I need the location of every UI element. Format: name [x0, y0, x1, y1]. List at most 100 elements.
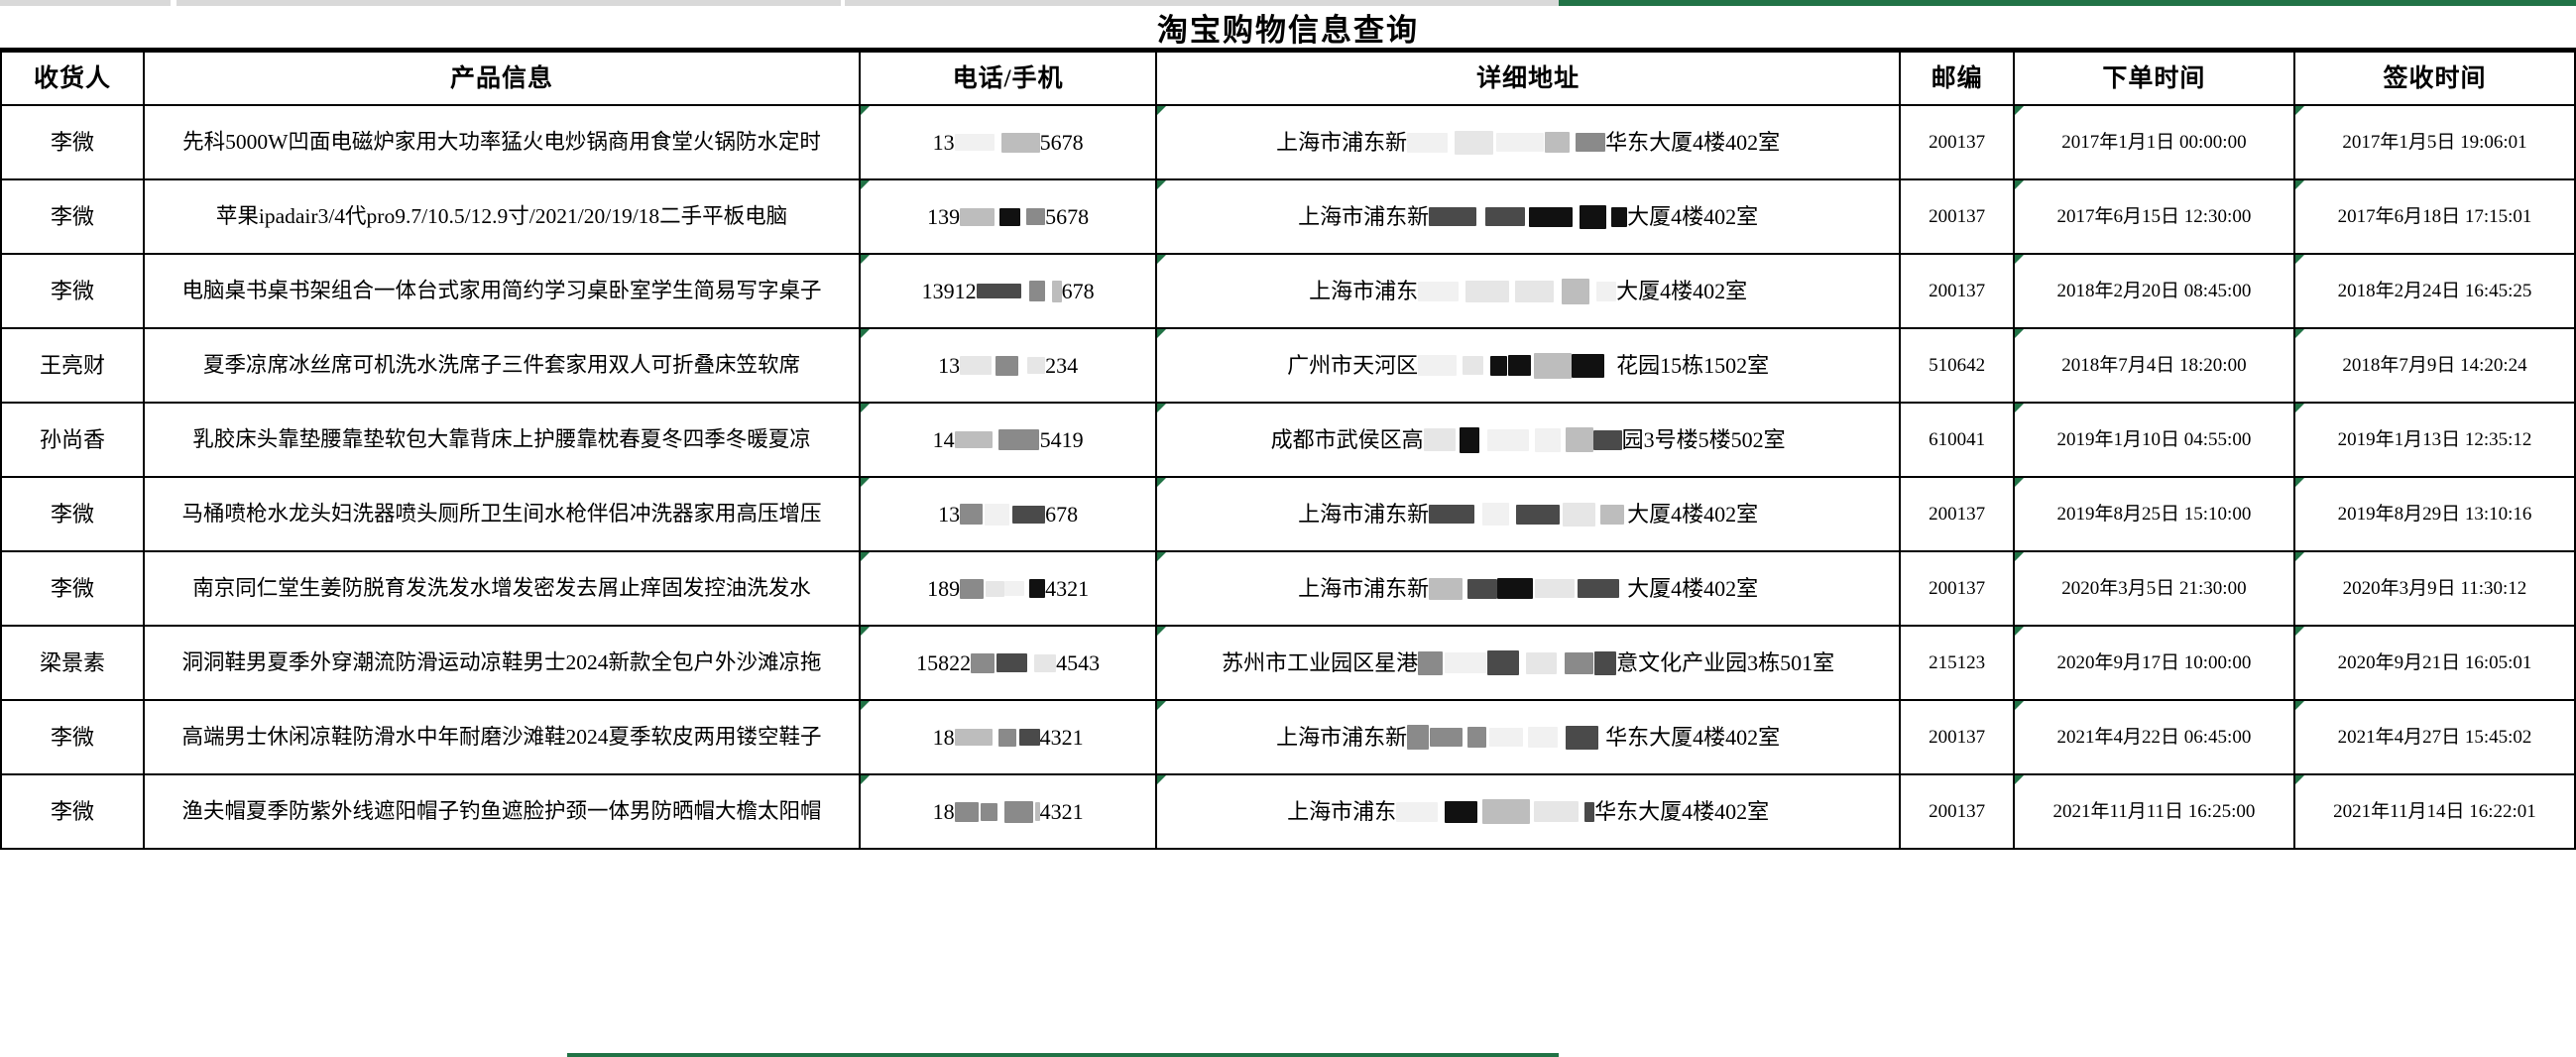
- column-header-address[interactable]: 详细地址: [1154, 51, 1902, 106]
- cell-zip[interactable]: 215123: [1899, 625, 2015, 701]
- cell-address[interactable]: 上海市浦东 华东大厦4楼402室: [1154, 773, 1902, 850]
- cell-zip[interactable]: 610041: [1899, 402, 2015, 478]
- cell-sign-time[interactable]: 2019年1月13日 12:35:12: [2292, 402, 2576, 478]
- cell-phone[interactable]: 15822 4543: [859, 625, 1157, 701]
- redaction-block: [1486, 428, 1529, 451]
- column-header-sign-time[interactable]: 签收时间: [2292, 51, 2576, 106]
- cell-address[interactable]: 上海市浦东新 大厦4楼402室: [1154, 178, 1902, 255]
- cell-product[interactable]: 南京同仁堂生姜防脱育发洗发水增发密发去屑止痒固发控油洗发水: [142, 550, 862, 627]
- table-row: 李微 渔夫帽夏季防紫外线遮阳帽子钓鱼遮脸护颈一体男防晒帽大檐太阳帽 18 4321 上海…: [0, 773, 2576, 850]
- redacted-suffix: 5419: [1039, 426, 1084, 452]
- cell-recipient[interactable]: 李微: [0, 476, 145, 552]
- cell-order-time[interactable]: 2017年1月1日 00:00:00: [2012, 104, 2295, 180]
- cell-product[interactable]: 夏季凉席冰丝席可机洗水洗席子三件套家用双人可折叠床笠软席: [142, 327, 862, 404]
- redaction-block: [996, 653, 1028, 673]
- redaction-block: [1485, 207, 1526, 227]
- cell-product[interactable]: 电脑桌书桌书架组合一体台式家用简约学习桌卧室学生简易写字桌子: [142, 253, 862, 329]
- column-header-phone[interactable]: 电话/手机: [859, 51, 1157, 106]
- cell-product[interactable]: 渔夫帽夏季防紫外线遮阳帽子钓鱼遮脸护颈一体男防晒帽大檐太阳帽: [142, 773, 862, 850]
- cell-zip[interactable]: 200137: [1899, 550, 2015, 627]
- redaction-block: [1029, 579, 1046, 599]
- column-header-product[interactable]: 产品信息: [142, 51, 862, 106]
- cell-address[interactable]: 上海市浦东新 大厦4楼402室: [1154, 550, 1902, 627]
- table-row: 李微 南京同仁堂生姜防脱育发洗发水增发密发去屑止痒固发控油洗发水 189 4321 上海…: [0, 550, 2576, 627]
- cell-product[interactable]: 洞洞鞋男夏季外穿潮流防滑运动凉鞋男士2024新款全包户外沙滩凉拖: [142, 625, 862, 701]
- comment-indicator-icon: [2015, 702, 2024, 710]
- cell-recipient[interactable]: 李微: [0, 178, 145, 255]
- cell-order-time[interactable]: 2020年3月5日 21:30:00: [2012, 550, 2295, 627]
- column-header-order-time[interactable]: 下单时间: [2012, 51, 2295, 106]
- column-header-recipient[interactable]: 收货人: [0, 51, 145, 106]
- redacted-prefix: 上海市浦东新: [1276, 724, 1408, 750]
- cell-order-time[interactable]: 2019年1月10日 04:55:00: [2012, 402, 2295, 478]
- cell-recipient[interactable]: 王亮财: [0, 327, 145, 404]
- cell-zip[interactable]: 200137: [1899, 178, 2015, 255]
- cell-recipient[interactable]: 孙尚香: [0, 402, 145, 478]
- cell-zip[interactable]: 200137: [1899, 104, 2015, 180]
- cell-address[interactable]: 上海市浦东新 大厦4楼402室: [1154, 476, 1902, 552]
- cell-recipient[interactable]: 李微: [0, 253, 145, 329]
- cell-address[interactable]: 上海市浦东新 华东大厦4楼402室: [1154, 699, 1902, 775]
- cell-phone[interactable]: 18 4321: [859, 773, 1157, 850]
- redacted-prefix: 上海市浦东: [1287, 798, 1397, 824]
- redaction-block: [1508, 355, 1532, 377]
- cell-zip[interactable]: 510642: [1899, 327, 2015, 404]
- cell-address[interactable]: 广州市天河区 花园15栋1502室: [1154, 327, 1902, 404]
- cell-product[interactable]: 苹果ipadair3/4代pro9.7/10.5/12.9寸/2021/20/1…: [142, 178, 862, 255]
- cell-zip[interactable]: 200137: [1899, 476, 2015, 552]
- redaction-block: [1418, 355, 1458, 377]
- column-header-zip[interactable]: 邮编: [1899, 51, 2015, 106]
- cell-sign-time[interactable]: 2018年2月24日 16:45:25: [2292, 253, 2576, 329]
- cell-product[interactable]: 乳胶床头靠垫腰靠垫软包大靠背床上护腰靠枕春夏冬四季冬暖夏凉: [142, 402, 862, 478]
- cell-sign-time[interactable]: 2020年3月9日 11:30:12: [2292, 550, 2576, 627]
- cell-sign-time[interactable]: 2021年11月14日 16:22:01: [2292, 773, 2576, 850]
- cell-sign-time[interactable]: 2019年8月29日 13:10:16: [2292, 476, 2576, 552]
- cell-phone[interactable]: 13 234: [859, 327, 1157, 404]
- cell-zip[interactable]: 200137: [1899, 773, 2015, 850]
- redaction-block: [954, 431, 993, 449]
- cell-sign-time[interactable]: 2017年6月18日 17:15:01: [2292, 178, 2576, 255]
- cell-phone[interactable]: 13912 678: [859, 253, 1157, 329]
- cell-phone[interactable]: 14 5419: [859, 402, 1157, 478]
- redaction-block: [1565, 427, 1593, 453]
- cell-address[interactable]: 苏州市工业园区星港 意文化产业园3栋501室: [1154, 625, 1902, 701]
- redaction-block: [1596, 281, 1617, 301]
- cell-order-time[interactable]: 2021年11月11日 16:25:00: [2012, 773, 2295, 850]
- cell-phone[interactable]: 18 4321: [859, 699, 1157, 775]
- cell-order-time[interactable]: 2021年4月22日 06:45:00: [2012, 699, 2295, 775]
- cell-product[interactable]: 高端男士休闲凉鞋防滑水中年耐磨沙滩鞋2024夏季软皮两用镂空鞋子: [142, 699, 862, 775]
- redaction-block: [1034, 653, 1057, 672]
- cell-zip[interactable]: 200137: [1899, 699, 2015, 775]
- comment-indicator-icon: [1158, 330, 1166, 338]
- cell-address[interactable]: 上海市浦东 大厦4楼402室: [1154, 253, 1902, 329]
- cell-address[interactable]: 成都市武侯区高 园3号楼5楼502室: [1154, 402, 1902, 478]
- cell-address[interactable]: 上海市浦东新 华东大厦4楼402室: [1154, 104, 1902, 180]
- redacted-prefix: 14: [932, 426, 955, 452]
- cell-recipient[interactable]: 李微: [0, 550, 145, 627]
- cell-sign-time[interactable]: 2021年4月27日 15:45:02: [2292, 699, 2576, 775]
- cell-phone[interactable]: 13 678: [859, 476, 1157, 552]
- redacted-suffix: 678: [1061, 278, 1095, 303]
- cell-recipient[interactable]: 李微: [0, 773, 145, 850]
- cell-product[interactable]: 先科5000W凹面电磁炉家用大功率猛火电炒锅商用食堂火锅防水定时: [142, 104, 862, 180]
- cell-phone[interactable]: 189 4321: [859, 550, 1157, 627]
- cell-order-time[interactable]: 2017年6月15日 12:30:00: [2012, 178, 2295, 255]
- cell-phone[interactable]: 13 5678: [859, 104, 1157, 180]
- cell-order-time[interactable]: 2018年7月4日 18:20:00: [2012, 327, 2295, 404]
- cell-sign-time[interactable]: 2017年1月5日 19:06:01: [2292, 104, 2576, 180]
- cell-sign-time[interactable]: 2018年7月9日 14:20:24: [2292, 327, 2576, 404]
- table-row: 李微 先科5000W凹面电磁炉家用大功率猛火电炒锅商用食堂火锅防水定时 13 5678…: [0, 104, 2576, 180]
- cell-zip[interactable]: 200137: [1899, 253, 2015, 329]
- redacted-suffix: 意文化产业园3栋501室: [1616, 649, 1835, 675]
- cell-recipient[interactable]: 李微: [0, 104, 145, 180]
- cell-phone[interactable]: 139 5678: [859, 178, 1157, 255]
- comment-indicator-icon: [1158, 405, 1166, 412]
- cell-sign-time[interactable]: 2020年9月21日 16:05:01: [2292, 625, 2576, 701]
- cell-recipient[interactable]: 李微: [0, 699, 145, 775]
- redaction-block: [986, 580, 1005, 597]
- cell-order-time[interactable]: 2019年8月25日 15:10:00: [2012, 476, 2295, 552]
- cell-product[interactable]: 马桶喷枪水龙头妇洗器喷头厕所卫生间水枪伴侣冲洗器家用高压增压: [142, 476, 862, 552]
- cell-recipient[interactable]: 梁景素: [0, 625, 145, 701]
- cell-order-time[interactable]: 2020年9月17日 10:00:00: [2012, 625, 2295, 701]
- cell-order-time[interactable]: 2018年2月20日 08:45:00: [2012, 253, 2295, 329]
